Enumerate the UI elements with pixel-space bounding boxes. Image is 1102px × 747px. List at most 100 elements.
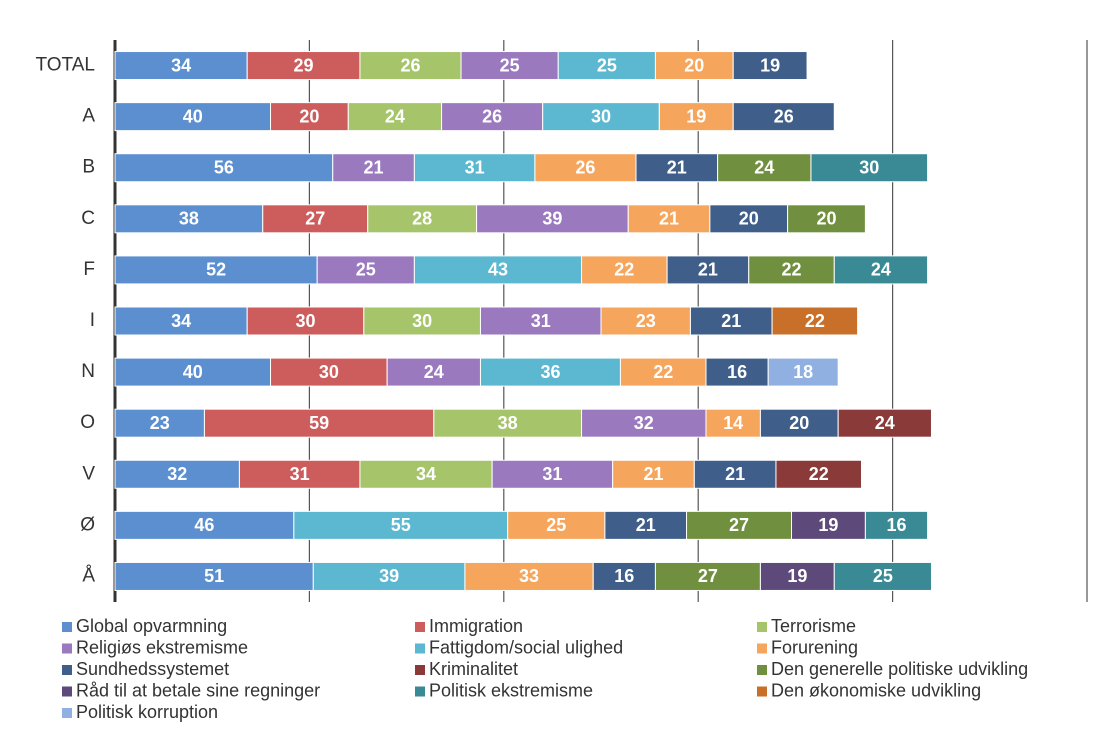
data-label: 21: [364, 157, 384, 177]
data-label: 22: [781, 260, 801, 280]
data-label: 21: [636, 515, 656, 535]
data-label: 26: [482, 106, 502, 126]
bar-segment: [363, 306, 481, 336]
legend-label: Kriminalitet: [429, 659, 518, 679]
bar-segment: [316, 255, 415, 285]
bar-segment: [413, 255, 583, 285]
data-label: 24: [424, 362, 444, 382]
bar-segment: [114, 459, 240, 489]
y-tick-label: O: [80, 412, 95, 433]
bar-segment: [732, 51, 808, 81]
bar-segment: [433, 408, 583, 438]
bar-segment: [293, 510, 509, 540]
bar-segment: [654, 51, 734, 81]
legend-label: Sundhedssystemet: [76, 659, 229, 679]
bar-segment: [810, 153, 929, 183]
legend-swatch: [62, 708, 72, 718]
legend-label: Forurening: [771, 637, 858, 657]
data-label: 14: [723, 413, 743, 433]
data-label: 21: [667, 157, 687, 177]
legend-label: Den generelle politiske udvikling: [771, 659, 1028, 679]
bar-segment: [114, 102, 272, 132]
bar-segment: [592, 561, 656, 591]
bar-segment: [693, 459, 777, 489]
bar-segment: [771, 306, 859, 336]
data-label: 24: [385, 106, 405, 126]
bar-segment: [460, 51, 559, 81]
bar-segment: [386, 357, 481, 387]
data-label: 39: [379, 566, 399, 586]
legend-swatch: [757, 665, 767, 675]
y-tick-label: Ø: [80, 514, 95, 535]
y-tick-label: C: [81, 208, 95, 229]
data-label: 26: [774, 106, 794, 126]
bar-segment: [203, 408, 435, 438]
bar-segment: [270, 102, 349, 132]
bar-segment: [619, 357, 707, 387]
legend-label: Politisk korruption: [76, 702, 218, 722]
legend-swatch: [757, 643, 767, 654]
data-label: 20: [739, 209, 759, 229]
data-label: 27: [729, 515, 749, 535]
data-label: 16: [886, 515, 906, 535]
bar-segment: [246, 306, 365, 336]
legend-swatch: [62, 686, 72, 697]
bar-segment: [557, 51, 656, 81]
data-label: 33: [519, 566, 539, 586]
data-label: 34: [416, 464, 436, 484]
bar-segment: [114, 306, 248, 336]
bar-segment: [689, 306, 773, 336]
bar-segment: [114, 357, 272, 387]
data-label: 51: [204, 566, 224, 586]
data-label: 31: [290, 464, 310, 484]
y-tick-label: TOTAL: [36, 55, 95, 76]
bar-segment: [705, 408, 761, 438]
data-label: 26: [400, 55, 420, 75]
bar-segment: [347, 102, 443, 132]
data-label: 27: [305, 209, 325, 229]
data-label: 32: [167, 464, 187, 484]
data-label: 16: [614, 566, 634, 586]
data-label: 30: [859, 157, 879, 177]
bar-segment: [534, 153, 637, 183]
legend-swatch: [62, 643, 72, 654]
data-label: 19: [686, 106, 706, 126]
legend-label: Religiøs ekstremisme: [76, 637, 248, 657]
data-label: 46: [194, 515, 214, 535]
legend-swatch: [415, 643, 425, 654]
legend-label: Global opvarmning: [76, 616, 227, 636]
y-tick-label: F: [83, 259, 95, 280]
bar-segment: [581, 255, 668, 285]
bar-segment: [262, 204, 369, 234]
y-tick-label: V: [82, 463, 95, 484]
data-label: 39: [542, 209, 562, 229]
y-tick-label: N: [81, 361, 95, 382]
bar-segment: [114, 51, 248, 81]
legend-swatch: [757, 622, 767, 632]
data-label: 26: [575, 157, 595, 177]
legend-label: Terrorisme: [771, 616, 856, 636]
bar-segment: [864, 510, 929, 540]
data-label: 29: [294, 55, 314, 75]
data-label: 38: [179, 209, 199, 229]
y-tick-label: Å: [82, 565, 95, 586]
bar-segment: [312, 561, 466, 591]
data-label: 52: [206, 260, 226, 280]
data-label: 25: [356, 260, 376, 280]
data-label: 25: [546, 515, 566, 535]
data-label: 19: [760, 55, 780, 75]
legend-label: Råd til at betale sine regninger: [76, 680, 320, 700]
bar-segment: [787, 204, 866, 234]
bar-segment: [238, 459, 361, 489]
bar-segment: [441, 102, 544, 132]
data-label: 43: [488, 260, 508, 280]
legend-swatch: [415, 622, 425, 632]
data-label: 19: [818, 515, 838, 535]
bar-segment: [612, 459, 695, 489]
legend-swatch: [415, 665, 425, 675]
legend-label: Politisk ekstremisme: [429, 680, 593, 700]
bar-segment: [666, 255, 750, 285]
bar-segment: [367, 204, 478, 234]
data-label: 20: [816, 209, 836, 229]
